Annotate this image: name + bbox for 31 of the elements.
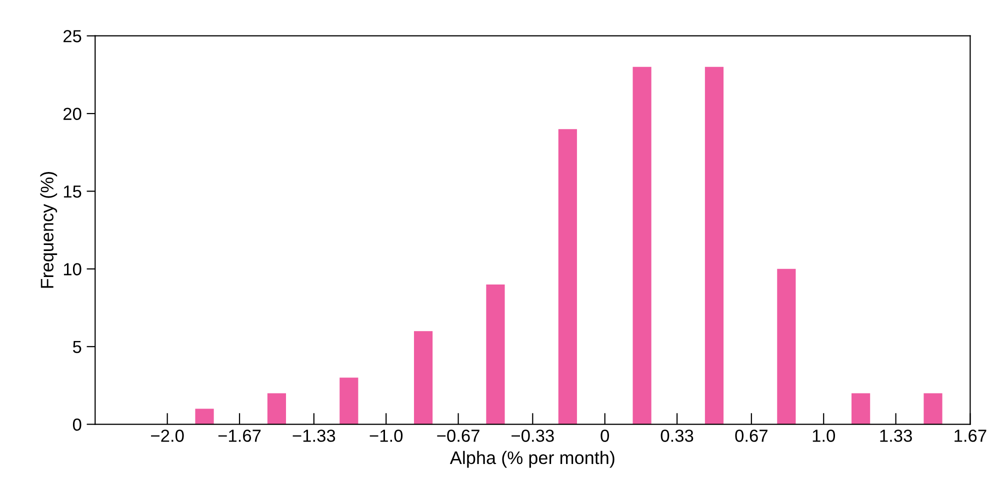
bar [558, 129, 577, 424]
x-tick-label: 0.33 [660, 430, 694, 442]
y-tick-label: 5 [72, 340, 82, 354]
y-tick-label: 25 [64, 30, 82, 42]
x-tick-label: −2.0 [151, 430, 184, 442]
x-tick-label: 0.67 [735, 430, 768, 442]
x-axis-title: Alpha (% per month) [450, 450, 614, 468]
bar [632, 66, 652, 424]
x-tick-label: −0.67 [437, 430, 480, 442]
bar [486, 284, 505, 424]
x-tick-label: 1.67 [954, 430, 986, 442]
x-tick-label: −1.67 [218, 430, 261, 442]
bar [340, 378, 358, 424]
x-tick-label: −1.0 [370, 430, 403, 442]
y-tick-label: 20 [64, 108, 82, 120]
x-tick-label: −1.33 [292, 430, 336, 442]
x-tick-label: 0 [600, 430, 610, 442]
y-tick-label: 15 [64, 186, 82, 198]
bar [195, 408, 214, 424]
bar [267, 393, 286, 424]
bar [852, 393, 870, 424]
bar [704, 66, 724, 424]
y-axis-title: Frequency (%) [40, 172, 58, 288]
bar [924, 393, 942, 424]
bar [777, 268, 796, 424]
bar [414, 331, 433, 424]
x-tick-label: −0.33 [512, 430, 554, 442]
x-tick-label: 1.33 [880, 430, 912, 442]
y-tick-label: 0 [72, 418, 82, 431]
y-tick-label: 10 [64, 263, 82, 276]
x-tick-label: 1.0 [812, 430, 836, 442]
